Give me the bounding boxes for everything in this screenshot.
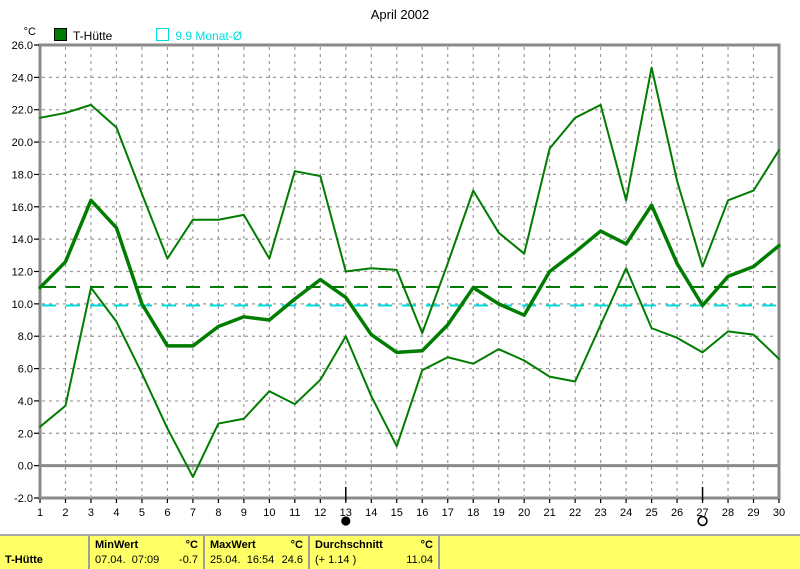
x-tick-label: 22: [569, 507, 581, 519]
y-tick-label: 20.0: [12, 137, 33, 149]
temperature-chart[interactable]: 26.024.022.020.018.016.014.012.010.08.06…: [0, 0, 800, 532]
x-tick-label: 2: [62, 507, 68, 519]
x-tick-label: 24: [620, 507, 632, 519]
x-tick-label: 28: [722, 507, 734, 519]
x-tick-label: 3: [88, 507, 94, 519]
x-tick-label: 1: [37, 507, 43, 519]
minwert-unit: °C: [185, 539, 198, 551]
minwert-value: -0.7: [179, 554, 198, 566]
durchschnitt-unit: °C: [420, 539, 433, 551]
station-name: T-Hütte: [5, 554, 43, 566]
y-tick-label: 8.0: [18, 331, 33, 343]
status-bar: T-Hütte MinWert °C 07.04. 07:09 -0.7 Max…: [0, 534, 800, 569]
x-tick-label: 29: [747, 507, 759, 519]
x-tick-label: 9: [241, 507, 247, 519]
y-tick-label: 10.0: [12, 299, 33, 311]
y-tick-label: 26.0: [12, 40, 33, 52]
y-tick-label: 14.0: [12, 234, 33, 246]
mean-temp-line: [38, 198, 781, 355]
x-tick-label: 12: [314, 507, 326, 519]
x-tick-label: 16: [416, 507, 428, 519]
maxwert-value: 24.6: [281, 554, 303, 566]
durchschnitt-label: Durchschnitt: [315, 539, 383, 551]
x-tick-label: 15: [391, 507, 403, 519]
durchschnitt-value: 11.04: [406, 554, 433, 566]
y-tick-label: 16.0: [12, 202, 33, 214]
t-huette-series-swatch-icon: [54, 28, 67, 41]
maxwert-unit: °C: [290, 539, 303, 551]
y-tick-label: 6.0: [18, 364, 33, 376]
minwert-timestamp: 07.04. 07:09: [95, 554, 160, 566]
y-tick-label: 12.0: [12, 267, 33, 279]
x-tick-label: 11: [289, 507, 300, 519]
x-tick-label: 5: [139, 507, 145, 519]
durchschnitt-deviation: (+ 1.14 ): [315, 554, 357, 566]
x-tick-label: 8: [215, 507, 221, 519]
x-tick-label: 7: [190, 507, 196, 519]
min-temp-line: [39, 267, 780, 478]
full-moon-icon: [697, 515, 708, 527]
plot-border: [38, 43, 781, 500]
x-tick-label: 25: [645, 507, 657, 519]
max-temp-line: [39, 66, 780, 334]
y-tick-label: -2.0: [14, 493, 33, 505]
maxwert-timestamp: 25.04. 16:54: [210, 554, 275, 566]
x-tick-label: 13: [340, 507, 352, 519]
chart-legend: T-Hütte 9.9 Monat-Ø: [54, 28, 242, 43]
x-tick-label: 30: [773, 507, 785, 519]
monthly-norm-swatch-icon: [156, 28, 170, 41]
minwert-label: MinWert: [95, 539, 139, 551]
y-tick-label: 24.0: [12, 72, 33, 84]
x-tick-label: 27: [696, 507, 708, 519]
t-huette-series-label: T-Hütte: [73, 29, 113, 43]
y-axis-unit-label: °C: [23, 26, 36, 38]
x-tick-label: 6: [164, 507, 170, 519]
x-tick-label: 26: [671, 507, 683, 519]
maxwert-cell: MaxWert °C 25.04. 16:54 24.6: [203, 536, 308, 569]
y-tick-label: 0.0: [18, 461, 33, 473]
x-tick-label: 20: [518, 507, 530, 519]
monthly-norm-label: 9.9 Monat-Ø: [175, 29, 243, 43]
minwert-cell: MinWert °C 07.04. 07:09 -0.7: [88, 536, 203, 569]
y-tick-label: 2.0: [18, 428, 33, 440]
maxwert-label: MaxWert: [210, 539, 256, 551]
y-tick-label: 18.0: [12, 169, 33, 181]
x-tick-label: 14: [365, 507, 377, 519]
chart-title: April 2002: [370, 7, 430, 22]
durchschnitt-cell: Durchschnitt °C (+ 1.14 ) 11.04: [308, 536, 438, 569]
x-tick-label: 21: [544, 507, 556, 519]
x-tick-label: 19: [493, 507, 505, 519]
x-tick-label: 10: [263, 507, 275, 519]
statusbar-empty-cell: [438, 536, 800, 569]
y-tick-label: 22.0: [12, 105, 33, 117]
station-cell: T-Hütte: [0, 536, 88, 569]
x-tick-label: 23: [594, 507, 606, 519]
new-moon-icon: [341, 516, 351, 526]
x-tick-label: 4: [113, 507, 119, 519]
y-tick-label: 4.0: [18, 396, 33, 408]
x-tick-label: 17: [442, 507, 454, 519]
x-tick-label: 18: [467, 507, 479, 519]
